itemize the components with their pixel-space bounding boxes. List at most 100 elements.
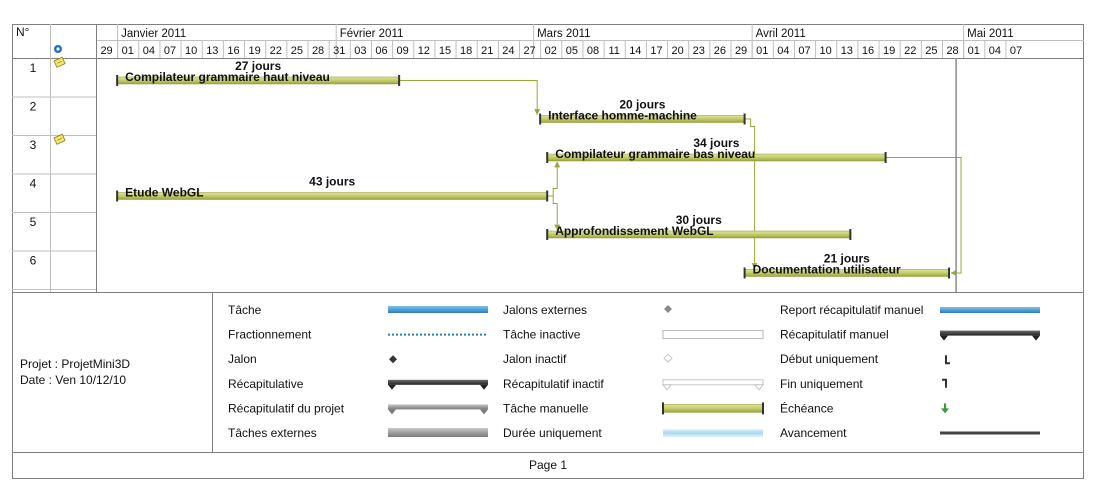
- legend-label: Récapitulatif inactif: [503, 377, 604, 391]
- note-icon: [53, 56, 66, 68]
- legend-label: Récapitulatif du projet: [228, 401, 345, 415]
- day-tick-label: 11: [608, 45, 619, 57]
- day-tick-label: 28: [312, 45, 324, 57]
- day-tick-label: 10: [820, 45, 832, 57]
- row-number: 3: [30, 138, 37, 152]
- day-tick-label: 08: [587, 45, 599, 57]
- legend-symbol-manual-summary: [940, 330, 1040, 341]
- day-tick-label: 31: [333, 45, 345, 57]
- legend-symbol-deadline: [941, 403, 949, 414]
- legend-symbol-inactive-task: [662, 330, 764, 340]
- day-tick-label: 04: [989, 45, 1001, 57]
- dependency-link: [547, 161, 561, 197]
- legend-symbol-finish-only: [942, 378, 947, 388]
- task-bar: [546, 229, 852, 240]
- legend-symbol-external-milestone: [664, 305, 672, 313]
- dependency-link: [885, 157, 962, 276]
- legend-symbol-milestone: [389, 355, 397, 364]
- legend-label: Tâche: [228, 303, 262, 317]
- dependency-link: [744, 118, 758, 270]
- col-num-header: N°: [16, 25, 30, 39]
- project-date: Date : Ven 10/12/10: [20, 373, 126, 387]
- day-tick-label: 18: [460, 45, 472, 57]
- day-tick-label: 28: [946, 45, 958, 57]
- legend-label: Récapitulative: [228, 377, 304, 391]
- task-duration: 21 jours: [824, 252, 870, 266]
- day-tick-label: 25: [291, 45, 303, 57]
- day-tick-label: 24: [502, 45, 514, 57]
- day-tick-label: 21: [481, 45, 493, 57]
- day-tick-label: 10: [185, 45, 197, 57]
- day-tick-label: 16: [227, 45, 239, 57]
- month-label: Mai 2011: [967, 28, 1013, 40]
- legend-symbol-task: [388, 306, 488, 313]
- day-tick-label: 07: [1010, 45, 1022, 57]
- day-tick-label: 04: [143, 45, 155, 57]
- task-bar: [116, 190, 549, 202]
- day-tick-label: 09: [397, 45, 409, 57]
- task-name: Compilateur grammaire haut niveau: [125, 70, 330, 84]
- row-number: 6: [30, 254, 37, 268]
- footer-frame: [12, 452, 1084, 479]
- task-bar: [546, 152, 887, 163]
- day-tick-label: 01: [756, 45, 768, 57]
- task-name: Approfondissement WebGL: [555, 224, 713, 238]
- task-duration: 20 jours: [619, 98, 665, 112]
- day-tick-label: 16: [862, 45, 874, 57]
- day-tick-label: 22: [270, 45, 282, 57]
- legend-label: Report récapitulatif manuel: [780, 303, 923, 317]
- task-name: Interface homme-machine: [548, 109, 697, 123]
- day-tick-label: 23: [693, 45, 705, 57]
- task-name: Compilateur grammaire bas niveau: [555, 147, 755, 161]
- legend-label: Tâches externes: [228, 426, 317, 440]
- legend-label: Tâche manuelle: [503, 401, 589, 415]
- legend-symbol-manual-task: [662, 402, 764, 415]
- task-duration: 30 jours: [676, 213, 722, 227]
- day-tick-label: 04: [777, 45, 789, 57]
- day-tick-label: 19: [249, 45, 261, 57]
- legend-label: Jalon inactif: [503, 352, 567, 366]
- day-tick-label: 13: [841, 45, 853, 57]
- day-tick-label: 07: [798, 45, 810, 57]
- indicator-column-icon: [54, 45, 62, 53]
- day-tick-label: 02: [545, 45, 557, 57]
- task-duration: 34 jours: [693, 136, 739, 150]
- month-label: Avril 2011: [756, 28, 806, 40]
- day-tick-label: 17: [650, 45, 662, 57]
- legend-label: Jalons externes: [503, 303, 587, 317]
- task-name: Documentation utilisateur: [753, 263, 901, 277]
- task-bar: [116, 75, 401, 86]
- legend-symbol-start-only: [945, 355, 950, 365]
- legend-symbol-manual-summary-rollup: [940, 307, 1040, 313]
- month-label: Mars 2011: [537, 28, 590, 40]
- legend-symbol-inactive-summary: [661, 379, 765, 391]
- day-tick-label: 20: [672, 45, 684, 57]
- day-tick-label: 06: [375, 45, 387, 57]
- day-tick-label: 14: [629, 45, 641, 57]
- legend-label: Jalon: [228, 352, 257, 366]
- day-tick-label: 29: [100, 45, 112, 57]
- legend-label: Tâche inactive: [503, 328, 581, 342]
- task-name: Etude WebGL: [125, 186, 203, 200]
- legend-symbol-progress: [940, 431, 1040, 435]
- legend-symbol-summary: [388, 379, 488, 390]
- day-tick-label: 22: [904, 45, 916, 57]
- legend-symbol-external-tasks: [388, 428, 488, 437]
- note-icon: [53, 133, 66, 145]
- legend-symbol-inactive-milestone: [663, 353, 673, 363]
- day-tick-label: 07: [164, 45, 176, 57]
- legend-label: Fractionnement: [228, 328, 312, 342]
- page-number: Page 1: [529, 458, 567, 472]
- day-tick-label: 15: [439, 45, 451, 57]
- row-number: 1: [30, 61, 37, 75]
- dependency-link: [547, 195, 561, 231]
- legend-symbol-project-summary: [388, 404, 488, 415]
- day-tick-label: 29: [735, 45, 747, 57]
- row-number: 5: [30, 215, 37, 229]
- month-label: Février 2011: [340, 28, 404, 40]
- task-rows: 1 2 3 4 5 6: [12, 56, 96, 290]
- dependency-link: [399, 80, 541, 116]
